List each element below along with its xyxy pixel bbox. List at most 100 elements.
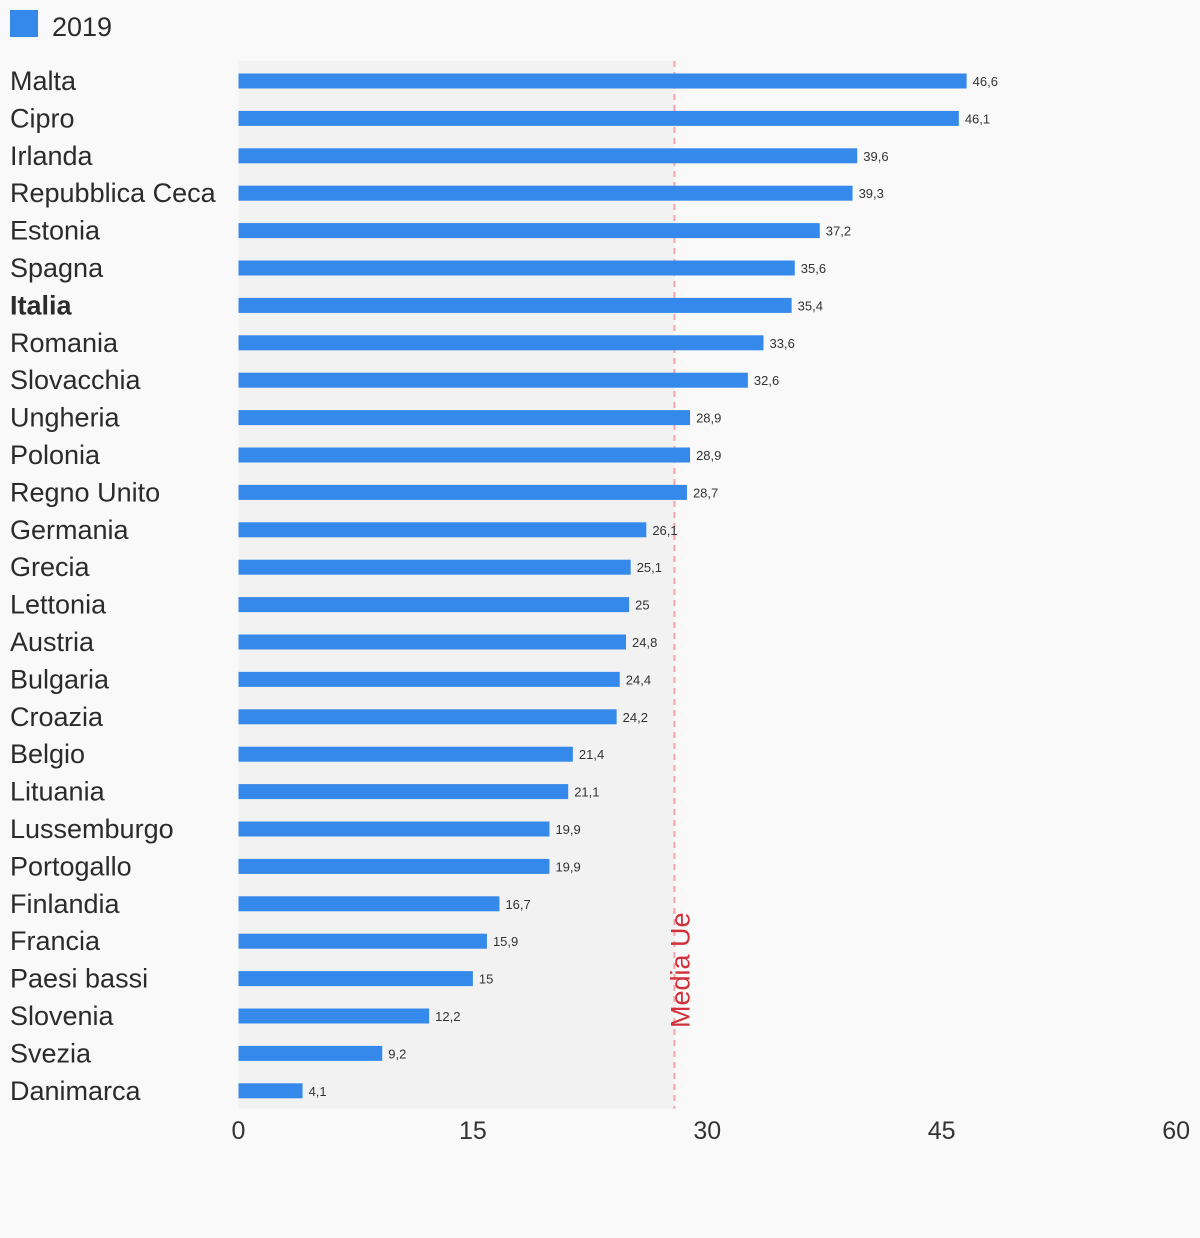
value-label: 35,6 <box>801 261 826 276</box>
bar <box>238 1083 303 1099</box>
value-label: 28,7 <box>693 485 718 500</box>
category-label: Austria <box>10 627 95 657</box>
category-label: Regno Unito <box>10 477 160 507</box>
value-label: 21,4 <box>579 747 604 762</box>
value-label: 16,7 <box>505 897 530 912</box>
value-label: 4,1 <box>309 1084 327 1099</box>
category-label: Portogallo <box>10 851 132 881</box>
bar <box>238 372 748 388</box>
x-tick-label: 30 <box>693 1117 721 1145</box>
bar <box>238 260 795 276</box>
bar <box>238 410 691 426</box>
legend-label: 2019 <box>52 12 112 42</box>
bar <box>238 971 473 987</box>
bar <box>238 1045 383 1061</box>
category-label: Slovenia <box>10 1001 115 1031</box>
bar <box>238 522 647 538</box>
reference-line-label: Media Ue <box>665 912 695 1028</box>
bar <box>238 746 573 762</box>
category-label: Irlanda <box>10 141 94 171</box>
category-label: Repubblica Ceca <box>10 178 217 208</box>
value-label: 28,9 <box>696 411 721 426</box>
value-label: 19,9 <box>555 859 580 874</box>
bars <box>238 73 967 1099</box>
x-tick-label: 0 <box>232 1117 246 1145</box>
value-label: 46,1 <box>965 111 990 126</box>
category-label: Finlandia <box>10 889 121 919</box>
bar <box>238 671 620 687</box>
category-label: Polonia <box>10 440 101 470</box>
value-label: 46,6 <box>973 74 998 89</box>
category-label: Lussemburgo <box>10 814 174 844</box>
bar <box>238 335 764 351</box>
value-label: 24,4 <box>626 672 651 687</box>
value-label: 33,6 <box>770 336 795 351</box>
category-label: Cipro <box>10 103 75 133</box>
value-label: 37,2 <box>826 224 851 239</box>
x-tick-label: 60 <box>1162 1117 1190 1145</box>
value-label: 9,2 <box>388 1046 406 1061</box>
category-label: Malta <box>10 66 77 96</box>
bar <box>238 1008 430 1024</box>
value-label: 39,6 <box>863 149 888 164</box>
value-label: 24,8 <box>632 635 657 650</box>
average-shaded-region <box>238 61 675 1109</box>
value-label: 32,6 <box>754 373 779 388</box>
bar <box>238 297 792 313</box>
category-labels: Malta Cipro Irlanda Repubblica Ceca Estonia S… <box>10 66 217 1106</box>
category-label: Ungheria <box>10 403 121 433</box>
value-label: 25 <box>635 598 649 613</box>
bar <box>238 447 691 463</box>
x-tick-label: 45 <box>928 1117 956 1145</box>
bar <box>238 896 500 912</box>
value-label: 21,1 <box>574 785 599 800</box>
bar <box>238 559 631 575</box>
bar <box>238 185 853 201</box>
bar <box>238 223 820 239</box>
value-label: 12,2 <box>435 1009 460 1024</box>
eu-average-label-group: Media Ue <box>665 912 695 1028</box>
category-label: Slovacchia <box>10 365 142 395</box>
category-label: Svezia <box>10 1038 92 1068</box>
bar <box>238 933 487 949</box>
category-label: Paesi bassi <box>10 964 148 994</box>
value-label: 25,1 <box>637 560 662 575</box>
value-label: 19,9 <box>555 822 580 837</box>
bar <box>238 597 630 613</box>
bar <box>238 709 617 725</box>
bar <box>238 110 959 126</box>
category-label: Danimarca <box>10 1076 142 1106</box>
x-tick-label: 15 <box>459 1117 487 1145</box>
legend-swatch <box>10 10 38 37</box>
bar <box>238 784 569 800</box>
category-label: Romania <box>10 328 119 358</box>
legend: 2019 <box>10 10 112 42</box>
bar <box>238 148 858 164</box>
value-label: 39,3 <box>859 186 884 201</box>
category-label: Italia <box>10 290 73 320</box>
category-label: Lettonia <box>10 590 107 620</box>
category-label: Bulgaria <box>10 664 110 694</box>
value-label: 26,1 <box>652 523 677 538</box>
category-label: Lituania <box>10 777 106 807</box>
category-label: Germania <box>10 515 130 545</box>
bar <box>238 484 687 500</box>
category-label: Spagna <box>10 253 104 283</box>
category-label: Belgio <box>10 739 85 769</box>
x-axis-ticks: 0 15 30 45 60 <box>232 1117 1190 1145</box>
value-label: 15,9 <box>493 934 518 949</box>
value-label: 28,9 <box>696 448 721 463</box>
category-label: Croazia <box>10 702 104 732</box>
category-label: Francia <box>10 926 101 956</box>
value-label: 15 <box>479 972 493 987</box>
category-label: Estonia <box>10 216 101 246</box>
bar <box>238 634 626 650</box>
bar <box>238 858 550 874</box>
value-label: 35,4 <box>798 298 823 313</box>
bar <box>238 821 550 837</box>
category-label: Grecia <box>10 552 91 582</box>
value-labels: 46,6 46,1 39,6 39,3 37,2 35,6 35,4 33,6 32,6 28,9… <box>309 74 998 1099</box>
bar <box>238 73 967 89</box>
value-label: 24,2 <box>623 710 648 725</box>
